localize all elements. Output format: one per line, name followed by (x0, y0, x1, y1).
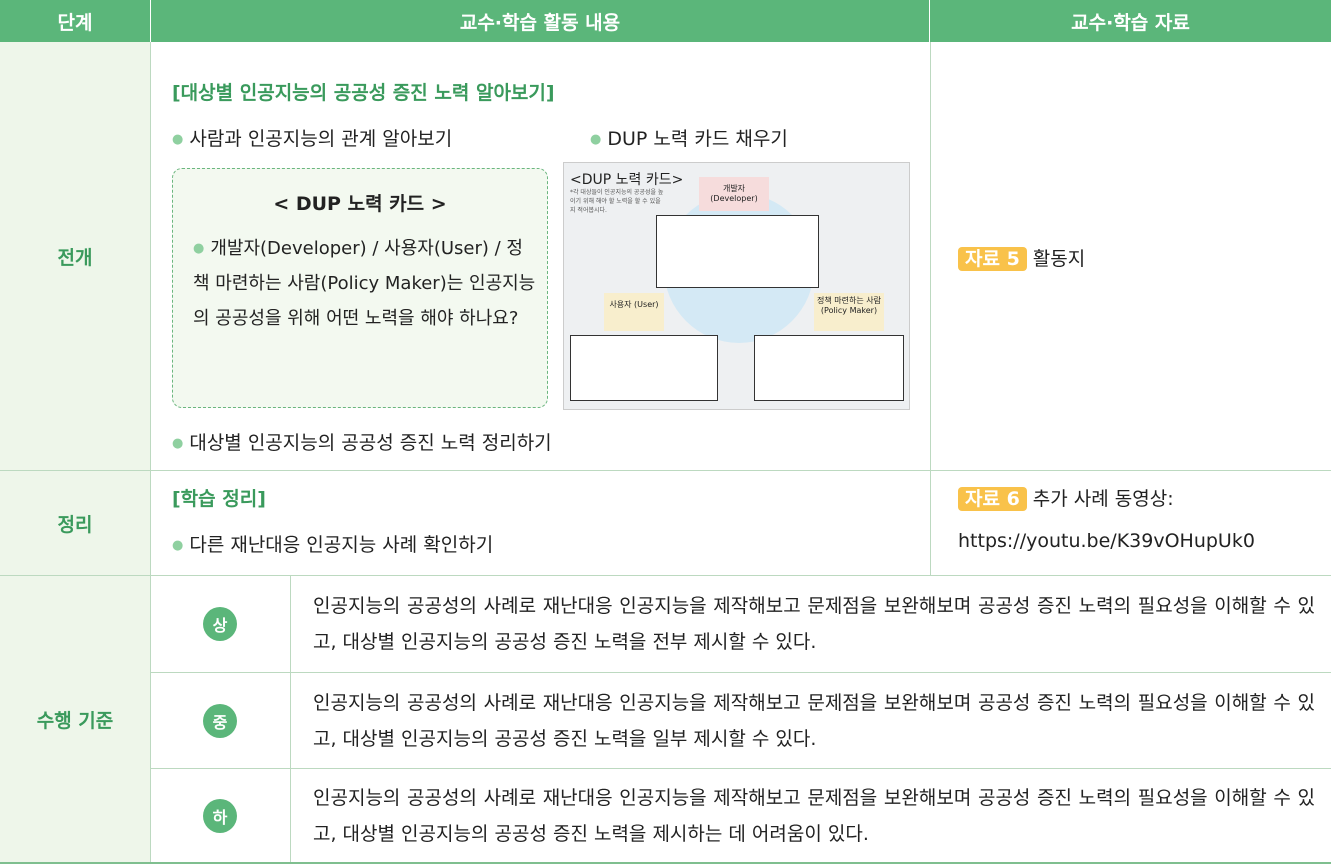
image-title: <DUP 노력 카드> (570, 172, 684, 188)
box (570, 335, 718, 401)
level-badge: 상 (203, 607, 237, 641)
card: < DUP 노력 카드 > 개발자(Developer) / 사용자(User)… (172, 168, 548, 408)
level-badge: 중 (203, 703, 237, 738)
header-activity: 교수·학습 활동 내용 (151, 0, 929, 42)
divider (290, 576, 291, 862)
divider (151, 768, 1331, 769)
text: 대상별 인공지능의 공공성 증진 노력 정리하기 (189, 432, 552, 454)
bullet: 사람과 인공지능의 관계 알아보기 (172, 124, 452, 151)
material: 자료 6 추가 사례 동영상: (958, 484, 1174, 511)
stage: 정리 (0, 471, 150, 575)
header-stage: 단계 (0, 0, 150, 42)
card-text: 개발자(Developer) / 사용자(User) / 정책 마련하는 사람(… (193, 231, 538, 336)
text: 사람과 인공지능의 관계 알아보기 (189, 128, 453, 150)
text: 개발자(Developer) / 사용자(User) / 정책 마련하는 사람(… (193, 238, 536, 329)
url: https://youtu.be/K39vOHupUk0 (958, 530, 1255, 552)
heading: [학습 정리] (172, 488, 266, 510)
badge: 자료 5 (958, 247, 1027, 271)
divider (150, 0, 151, 42)
badge: 자료 6 (958, 487, 1027, 511)
criteria-text: 인공지능의 공공성의 사례로 재난대응 인공지능을 제작해보고 문제점을 보완해… (313, 595, 1315, 653)
box (754, 335, 904, 401)
header-material: 교수·학습 자료 (930, 0, 1331, 42)
box (656, 215, 819, 288)
criteria-text: 인공지능의 공공성의 사례로 재난대응 인공지능을 제작해보고 문제점을 보완해… (313, 691, 1315, 750)
divider (929, 0, 930, 42)
criteria-text: 인공지능의 공공성의 사례로 재난대응 인공지능을 제작해보고 문제점을 보완해… (313, 786, 1315, 845)
stage: 수행 기준 (0, 576, 150, 862)
level-badge: 하 (203, 798, 237, 833)
card-title: < DUP 노력 카드 > (273, 193, 447, 215)
image-note: *각 대상들이 인공지능의 공공성을 높이기 위해 해야 할 노력을 할 수 있… (570, 189, 664, 214)
divider (930, 42, 931, 575)
bullet: 대상별 인공지능의 공공성 증진 노력 정리하기 (172, 428, 552, 455)
heading: [대상별 인공지능의 공공성 증진 노력 알아보기] (172, 82, 555, 104)
divider (0, 862, 1331, 864)
divider (150, 42, 151, 862)
bullet: DUP 노력 카드 채우기 (590, 124, 788, 151)
text: DUP 노력 카드 채우기 (607, 128, 788, 150)
label-developer: 개발자 (Developer) (699, 177, 769, 211)
stage: 전개 (0, 42, 150, 470)
divider (0, 470, 1331, 471)
label-policy: 정책 마련하는 사람 (Policy Maker) (814, 293, 884, 331)
bullet: 다른 재난대응 인공지능 사례 확인하기 (172, 530, 493, 557)
divider (0, 575, 1331, 576)
text: 다른 재난대응 인공지능 사례 확인하기 (189, 534, 494, 556)
material: 자료 5 활동지 (958, 244, 1085, 271)
label-user: 사용자 (User) (604, 293, 664, 331)
divider (151, 672, 1331, 673)
card-image: <DUP 노력 카드> *각 대상들이 인공지능의 공공성을 높이기 위해 해야… (563, 162, 910, 410)
text: 활동지 (1032, 248, 1086, 270)
text: 추가 사례 동영상: (1032, 488, 1174, 510)
